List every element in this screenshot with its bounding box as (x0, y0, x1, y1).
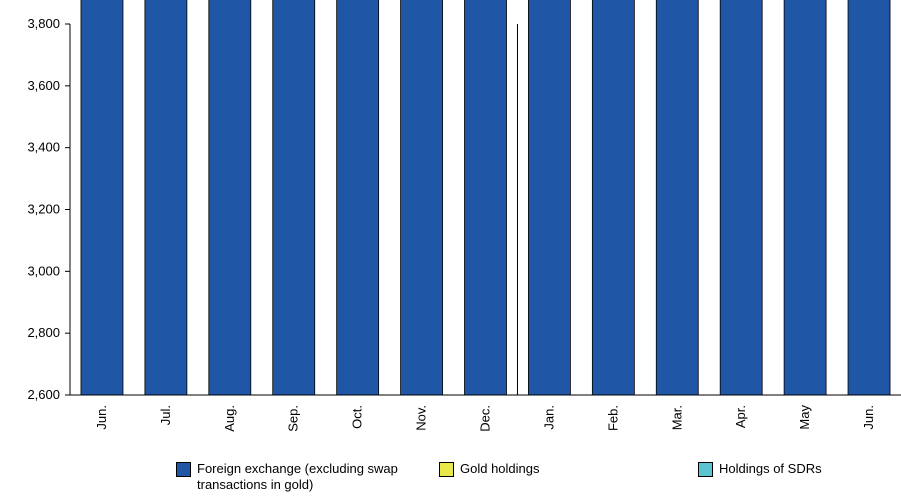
bar-segment (847, 0, 891, 396)
y-tick-label: 2,600 (27, 387, 60, 402)
x-tick-label: Mar. (669, 405, 684, 430)
y-tick-label: 3,000 (27, 263, 60, 278)
bar-segment (655, 0, 699, 396)
x-tick-label: Nov. (414, 405, 429, 431)
x-tick-label: Jun. (861, 405, 876, 430)
x-tick-label: Oct. (350, 405, 365, 429)
x-tick-label: Dec. (478, 405, 493, 432)
y-tick-label: 3,400 (27, 140, 60, 155)
legend-item: Gold holdings (439, 461, 639, 477)
x-tick-label: Sep. (286, 405, 301, 432)
x-tick-label: Apr. (733, 405, 748, 428)
legend-label: Gold holdings (460, 461, 540, 476)
legend-swatch (439, 462, 454, 477)
legend-swatch (176, 462, 191, 477)
bar-segment (464, 0, 507, 396)
bar-segment (336, 0, 380, 396)
chart: 1996 1997 2,6002,8003,0003,2003,4003,600… (27, 0, 901, 432)
legend: Foreign exchange (excluding swap transac… (0, 461, 901, 501)
bar-segment (272, 0, 316, 396)
x-tick-label: Jun. (94, 405, 109, 430)
bar-segment (80, 0, 124, 396)
bar-segment (144, 0, 188, 396)
y-tick-label: 2,800 (27, 325, 60, 340)
y-tick-label: 3,200 (27, 202, 60, 217)
y-tick-label: 3,800 (27, 16, 60, 31)
legend-label: Foreign exchange (excluding swap transac… (197, 461, 398, 492)
bar-segment (719, 0, 763, 396)
legend-label: Holdings of SDRs (719, 461, 822, 476)
legend-item: Foreign exchange (excluding swap transac… (176, 461, 426, 493)
bar-segment (528, 0, 571, 396)
x-tick-label: Jul. (158, 405, 173, 425)
bar-segment (208, 0, 252, 396)
bar-segment (400, 0, 443, 396)
bar-segment (783, 0, 827, 396)
bar-segment (591, 0, 635, 396)
x-tick-label: May (797, 405, 812, 430)
x-tick-label: Feb. (605, 405, 620, 431)
x-tick-label: Jan. (541, 405, 556, 430)
x-tick-label: Aug. (222, 405, 237, 432)
y-tick-label: 3,600 (27, 78, 60, 93)
legend-swatch (698, 462, 713, 477)
legend-item: Holdings of SDRs (698, 461, 898, 477)
